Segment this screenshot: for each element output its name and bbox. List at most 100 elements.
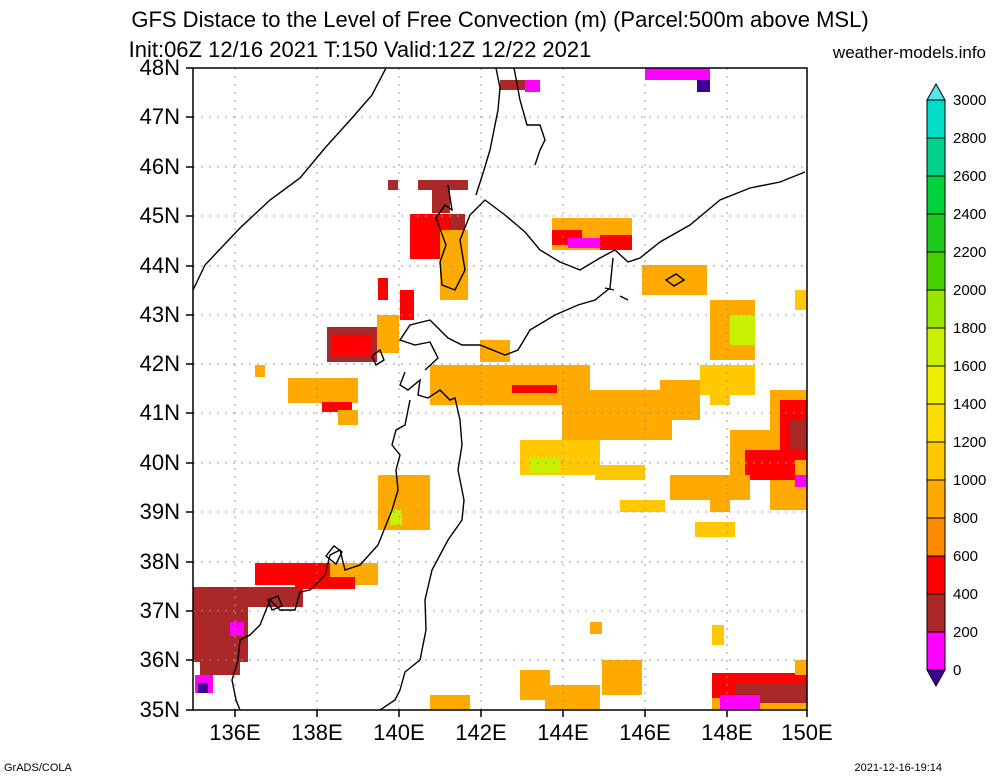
colorbar-label: 2200 <box>953 244 987 261</box>
colorbar-swatch <box>926 175 946 215</box>
lon-label: 144E <box>537 720 589 745</box>
colorbar-swatch <box>926 99 946 139</box>
grid-lines <box>193 68 807 710</box>
field-cell <box>697 80 710 92</box>
lat-label: 41N <box>139 400 180 425</box>
colorbar-label: 1000 <box>953 472 987 489</box>
field-cell <box>645 68 710 80</box>
colorbar-swatch <box>926 403 946 443</box>
colorbar-label: 2400 <box>953 206 987 223</box>
field-cell <box>198 683 208 693</box>
field-cell <box>388 180 398 190</box>
field-cell <box>338 410 358 425</box>
colorbar-swatch <box>926 441 946 481</box>
field-cell <box>230 622 244 636</box>
field-cell <box>795 475 807 487</box>
colorbar-swatch <box>926 631 946 671</box>
field-cell <box>432 188 450 213</box>
field-cell <box>545 685 600 710</box>
colorbar-swatch <box>926 593 946 633</box>
asia-coast <box>192 67 387 291</box>
field-cell <box>590 622 602 634</box>
colorbar-label: 200 <box>953 624 979 641</box>
lat-label: 43N <box>139 302 180 327</box>
lon-label: 150E <box>781 720 833 745</box>
kurile-islets <box>604 273 686 301</box>
chart-title: GFS Distace to the Level of Free Convect… <box>131 7 869 32</box>
field-cell <box>712 625 724 645</box>
honshu-west <box>231 399 411 711</box>
field-cell <box>568 238 608 248</box>
field-cell <box>745 450 795 480</box>
field-cell <box>332 335 372 355</box>
field-cell <box>500 80 540 90</box>
field-cell <box>512 385 557 393</box>
lat-label: 39N <box>139 499 180 524</box>
oshima-island <box>371 348 385 367</box>
field-cell <box>430 695 470 710</box>
coastlines <box>192 67 806 711</box>
field-cell <box>710 500 730 512</box>
colorbar-label: 2600 <box>953 168 987 185</box>
field-cell <box>595 465 645 480</box>
lat-label: 44N <box>139 253 180 278</box>
colorbar-label: 1600 <box>953 358 987 375</box>
colorbar-swatch <box>926 365 946 405</box>
field-cell <box>377 315 399 353</box>
colorbar-swatch <box>926 479 946 519</box>
field-cell <box>400 290 414 320</box>
site-label: weather-models.info <box>832 43 986 62</box>
colorbar-label: 3000 <box>953 92 987 109</box>
lat-label: 45N <box>139 203 180 228</box>
field-cell <box>295 577 355 589</box>
sakhalin <box>475 67 546 196</box>
colorbar-label: 2000 <box>953 282 987 299</box>
lon-label: 136E <box>209 720 261 745</box>
colorbar-swatch <box>926 327 946 367</box>
field-cell <box>795 290 807 310</box>
field-cell <box>710 390 730 405</box>
lon-label: 140E <box>373 720 425 745</box>
colorbar-swatch <box>926 517 946 557</box>
field-cell <box>642 265 707 295</box>
field-cell <box>670 475 750 500</box>
lat-label: 36N <box>139 647 180 672</box>
footer-timestamp: 2021-12-16-19:14 <box>854 762 942 774</box>
field-cell <box>730 315 755 345</box>
field-cell <box>322 402 352 412</box>
lat-label: 38N <box>139 549 180 574</box>
field-cell <box>255 365 265 377</box>
colorbar-bottom-arrow <box>926 669 946 688</box>
colorbar-label: 1800 <box>953 320 987 337</box>
oki <box>267 595 283 611</box>
colorbar-top-arrow <box>926 82 946 101</box>
lat-label: 37N <box>139 598 180 623</box>
field-cell <box>378 278 388 300</box>
field-cell <box>620 500 665 512</box>
colorbar-label: 1200 <box>953 434 987 451</box>
hokkaido <box>398 171 806 371</box>
field-cell <box>790 420 807 450</box>
lat-label: 40N <box>139 450 180 475</box>
lat-label: 46N <box>139 154 180 179</box>
colorbar-label: 600 <box>953 548 979 565</box>
field-cell <box>378 475 430 530</box>
field-cell <box>418 180 468 190</box>
field-cell <box>720 695 760 710</box>
lat-label: 48N <box>139 55 180 80</box>
field-cell <box>288 378 358 403</box>
colorbar <box>926 82 946 688</box>
field-cell <box>602 660 642 695</box>
field-cell <box>562 390 672 440</box>
lon-label: 148E <box>701 720 753 745</box>
lat-label: 35N <box>139 697 180 722</box>
map-frame <box>192 67 808 711</box>
field-cell <box>390 510 402 525</box>
footer-credit: GrADS/COLA <box>4 762 72 774</box>
colorbar-label: 800 <box>953 510 979 527</box>
lat-label: 42N <box>139 351 180 376</box>
colorbar-label: 0 <box>953 662 962 679</box>
lon-label: 142E <box>455 720 507 745</box>
colorbar-swatch <box>926 289 946 329</box>
